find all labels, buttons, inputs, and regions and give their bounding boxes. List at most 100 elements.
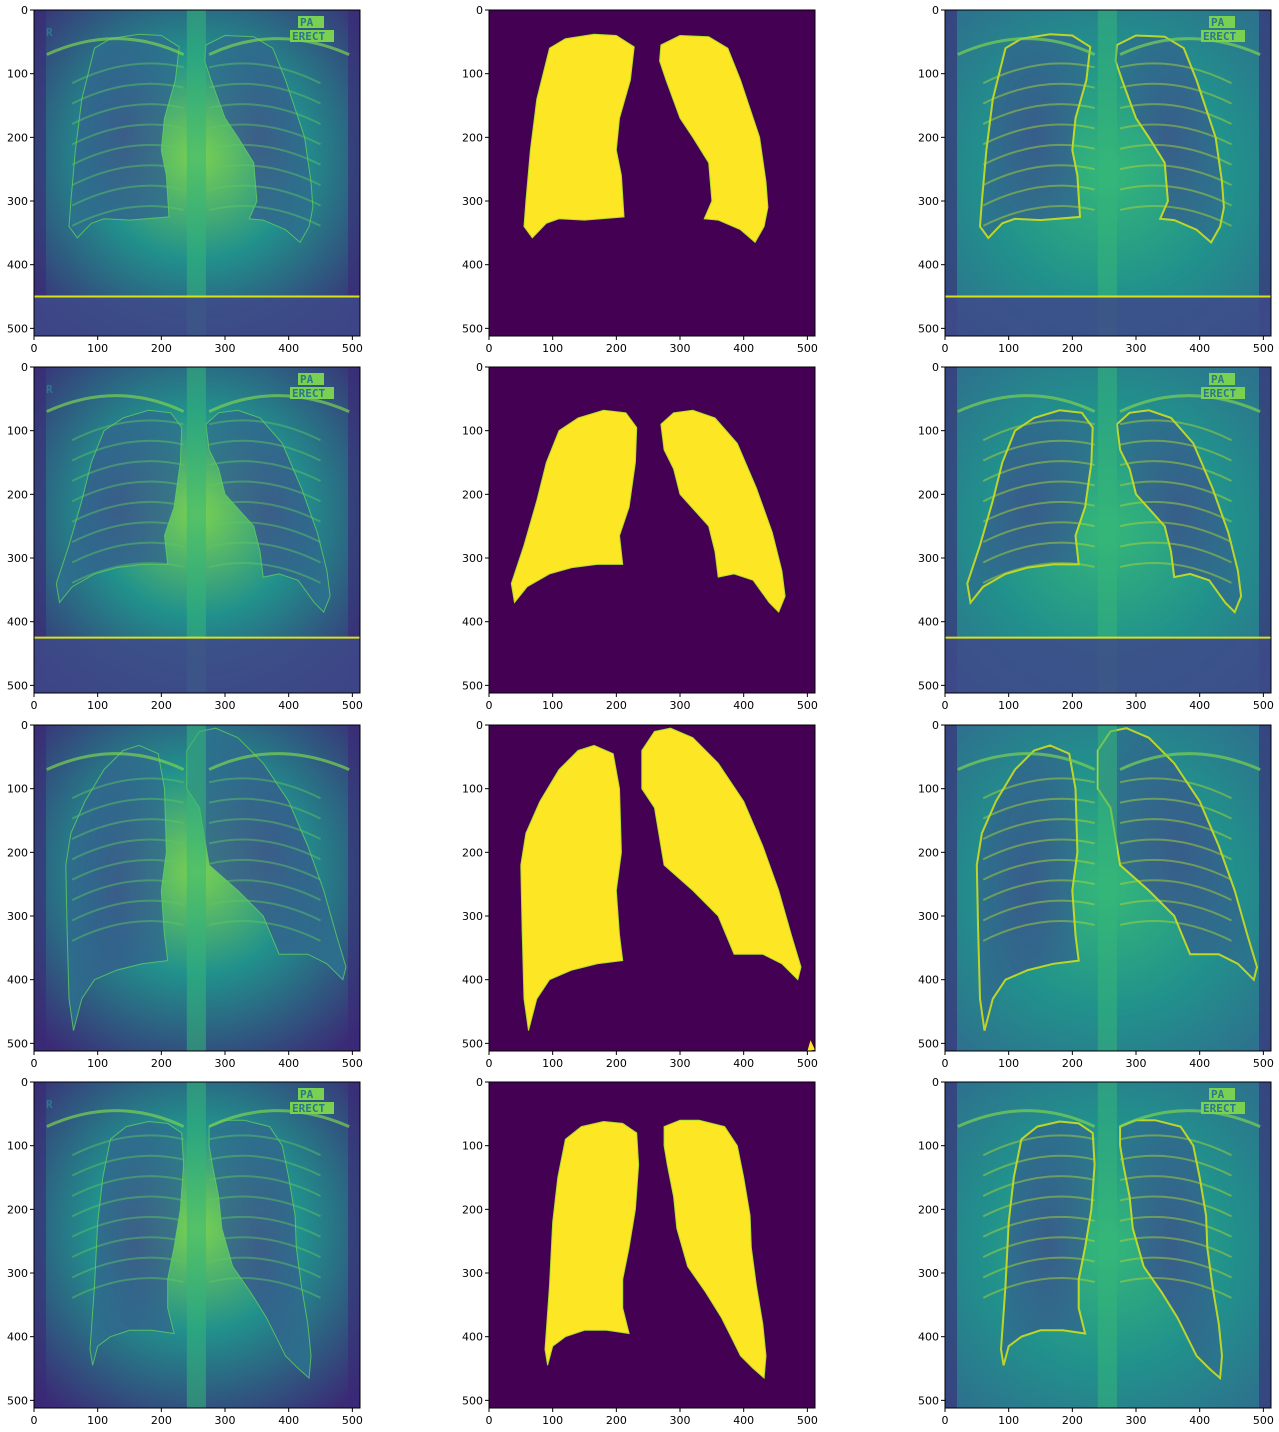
- y-tick-label: 300: [918, 1267, 939, 1280]
- rib-shadow: [1119, 82, 1232, 105]
- y-tick-label: 400: [7, 616, 28, 629]
- rib-shadow: [71, 879, 184, 901]
- rib-shadow: [71, 184, 184, 207]
- rib-shadow: [71, 460, 184, 482]
- clavicle-right: [1119, 37, 1261, 56]
- left-lung-field: [89, 1120, 185, 1366]
- overlay-label: ERECT: [292, 1102, 325, 1115]
- y-tick-label: 100: [462, 68, 483, 81]
- y-tick-label: 100: [462, 1140, 483, 1153]
- overlay-label-box: [298, 373, 324, 385]
- clavicle-left: [957, 752, 1096, 771]
- clavicle-left: [957, 1109, 1096, 1128]
- rib-shadow: [71, 541, 184, 564]
- x-tick-label: 400: [1189, 1414, 1210, 1427]
- rib-shadow: [982, 797, 1095, 820]
- x-tick-label: 400: [1189, 699, 1210, 712]
- overlay-label: ERECT: [292, 30, 325, 43]
- rib-shadow: [982, 205, 1095, 227]
- rib-shadow: [208, 858, 321, 881]
- rib-shadow: [71, 838, 184, 861]
- y-tick-label: 0: [476, 361, 483, 374]
- y-tick-label: 300: [918, 910, 939, 923]
- right-lung-field: [1119, 1119, 1224, 1381]
- spine: [186, 367, 206, 693]
- rib-shadow: [208, 500, 321, 523]
- y-tick-label: 100: [7, 783, 28, 796]
- rib-shadow: [982, 1256, 1095, 1279]
- rib-shadow: [1119, 1256, 1232, 1279]
- x-tick-label: 500: [342, 342, 363, 355]
- x-tick-label: 100: [87, 342, 108, 355]
- y-tick-label: 300: [7, 552, 28, 565]
- x-tick-label: 0: [486, 342, 493, 355]
- x-tick-label: 200: [606, 1057, 627, 1070]
- x-tick-label: 100: [998, 699, 1019, 712]
- overlay-label-box: [1209, 1088, 1235, 1100]
- x-tick-label: 500: [797, 1057, 818, 1070]
- left-lung-mask: [520, 744, 624, 1031]
- y-tick-label: 200: [7, 488, 28, 501]
- rib-shadow: [1119, 838, 1232, 861]
- rib-shadow: [982, 143, 1095, 166]
- mask-artifact: [807, 1040, 815, 1051]
- overlay-label: PA: [1211, 16, 1225, 29]
- body-edge-right: [1259, 1082, 1271, 1408]
- rib-shadow: [982, 1277, 1095, 1299]
- clavicle-left: [46, 1109, 185, 1128]
- rib-shadow: [1119, 164, 1232, 186]
- y-tick-label: 0: [21, 361, 28, 374]
- rib-shadow: [1119, 562, 1232, 584]
- body-edge-right: [1259, 10, 1271, 336]
- rib-shadow: [982, 480, 1095, 503]
- x-tick-label: 0: [31, 342, 38, 355]
- y-tick-label: 0: [21, 1076, 28, 1089]
- y-tick-label: 500: [7, 1394, 28, 1407]
- rib-shadow: [1119, 205, 1232, 227]
- x-tick-label: 200: [606, 699, 627, 712]
- x-tick-label: 200: [151, 1057, 172, 1070]
- rib-shadow: [982, 500, 1095, 523]
- rib-shadow: [71, 439, 184, 462]
- y-tick-label: 200: [462, 131, 483, 144]
- rib-shadow: [208, 205, 321, 227]
- x-tick-label: 0: [942, 342, 949, 355]
- rib-shadow: [1119, 1134, 1232, 1157]
- right-lung-field: [1115, 409, 1243, 614]
- right-lung-mask: [663, 1119, 767, 1380]
- y-tick-label: 100: [918, 1140, 939, 1153]
- rib-shadow: [208, 1195, 321, 1218]
- y-tick-label: 300: [462, 1267, 483, 1280]
- rib-shadow: [1119, 858, 1232, 881]
- rib-shadow: [982, 184, 1095, 207]
- x-tick-label: 200: [1062, 1414, 1083, 1427]
- x-tick-label: 300: [670, 1414, 691, 1427]
- y-tick-label: 300: [7, 195, 28, 208]
- rib-shadow: [208, 480, 321, 503]
- x-tick-label: 100: [542, 699, 563, 712]
- rib-shadow: [208, 541, 321, 564]
- right-lung-field: [205, 409, 331, 613]
- x-tick-label: 300: [1126, 1414, 1147, 1427]
- spine: [186, 10, 206, 336]
- y-tick-label: 300: [918, 195, 939, 208]
- rib-shadow: [208, 143, 321, 166]
- side-marker: R: [46, 1098, 53, 1111]
- rib-shadow: [71, 1154, 184, 1177]
- body-edge-right: [1259, 725, 1271, 1051]
- rib-shadow: [71, 1175, 184, 1197]
- rib-shadow: [982, 62, 1095, 85]
- rib-shadow: [982, 82, 1095, 105]
- y-tick-label: 0: [476, 719, 483, 732]
- y-tick-label: 400: [7, 1331, 28, 1344]
- side-marker: R: [957, 26, 964, 39]
- rib-shadow: [208, 1175, 321, 1197]
- body-edge-left: [34, 367, 46, 693]
- rib-shadow: [71, 899, 184, 922]
- rib-shadow: [982, 1175, 1095, 1197]
- rib-shadow: [208, 164, 321, 186]
- body-edge-right: [348, 1082, 360, 1408]
- axes-frame: [944, 1081, 1272, 1409]
- panel-mask-3: 0 0 100 100 200 200 300 300 400 400 500 500: [462, 719, 818, 1070]
